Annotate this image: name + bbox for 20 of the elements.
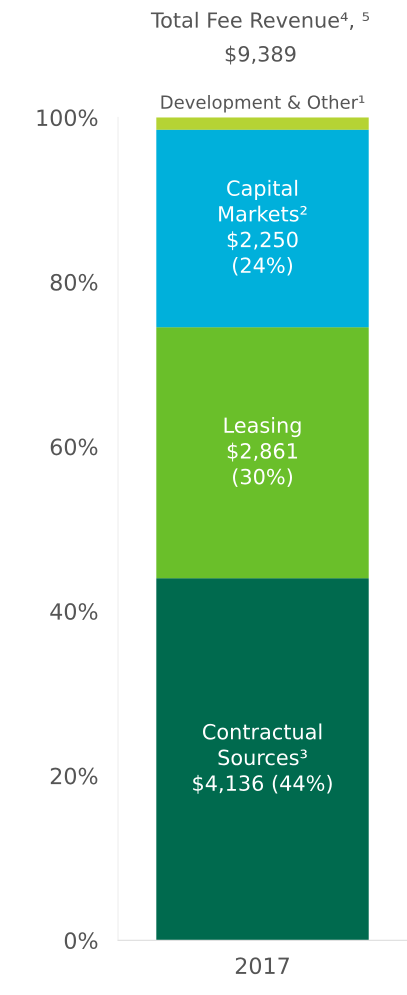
y-tick-label: 80% bbox=[50, 274, 98, 291]
y-tick-label: 40% bbox=[50, 603, 98, 620]
data-label: $2,250 (24%) bbox=[228, 231, 298, 276]
chart-subtitle: $9,389 bbox=[226, 46, 296, 65]
chart-title: Total Fee Revenue⁴, ⁵ bbox=[150, 12, 370, 30]
series-label: Contractual Sources³ bbox=[202, 723, 322, 766]
bar bbox=[156, 130, 369, 328]
series-label: Development & Other¹ bbox=[161, 95, 364, 112]
y-tick-label: 20% bbox=[50, 768, 98, 784]
series-label: Capital Markets² bbox=[219, 180, 307, 222]
x-tick-label: 2017 bbox=[236, 957, 289, 974]
data-label: $2,861 (30%) bbox=[228, 442, 298, 487]
bar bbox=[156, 117, 369, 130]
series-label: Leasing bbox=[224, 416, 301, 438]
bar bbox=[156, 578, 369, 940]
y-tick-label: 60% bbox=[50, 438, 98, 456]
bar bbox=[156, 327, 369, 578]
y-tick-label: 0% bbox=[64, 932, 98, 950]
y-tick-label: 100% bbox=[37, 109, 98, 126]
data-label: $4,136 (44%) bbox=[193, 774, 332, 794]
